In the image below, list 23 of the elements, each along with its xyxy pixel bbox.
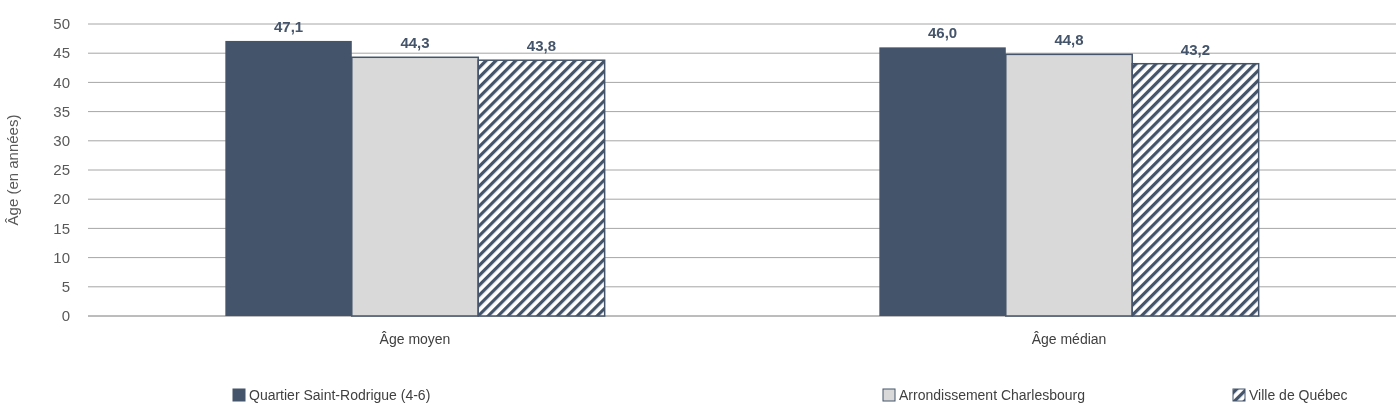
x-tick-label: Âge médian (1031, 331, 1107, 347)
legend-label: Arrondissement Charlesbourg (899, 387, 1085, 403)
y-tick-label: 20 (53, 190, 70, 208)
y-axis-title: Âge (en années) (4, 114, 21, 226)
data-label: 44,8 (1054, 31, 1084, 49)
data-label: 44,3 (400, 34, 430, 52)
y-tick-label: 10 (53, 248, 70, 266)
y-tick-label: 45 (53, 44, 70, 62)
y-tick-label: 30 (53, 132, 70, 150)
legend-label: Quartier Saint-Rodrigue (4-6) (249, 387, 431, 403)
y-tick-label: 25 (53, 161, 70, 179)
y-tick-label: 40 (53, 73, 70, 91)
y-tick-label: 35 (53, 102, 70, 120)
legend-label: Ville de Québec (1249, 387, 1348, 403)
x-tick-label: Âge moyen (379, 331, 451, 347)
y-tick-label: 50 (53, 15, 70, 33)
y-tick-label: 5 (61, 278, 70, 296)
data-label: 46,0 (927, 24, 958, 42)
data-label: 47,1 (273, 17, 304, 35)
y-tick-label: 15 (53, 219, 70, 237)
y-tick-label: 0 (61, 307, 70, 325)
data-label: 43,2 (1180, 40, 1211, 58)
data-label: 43,8 (526, 37, 557, 55)
